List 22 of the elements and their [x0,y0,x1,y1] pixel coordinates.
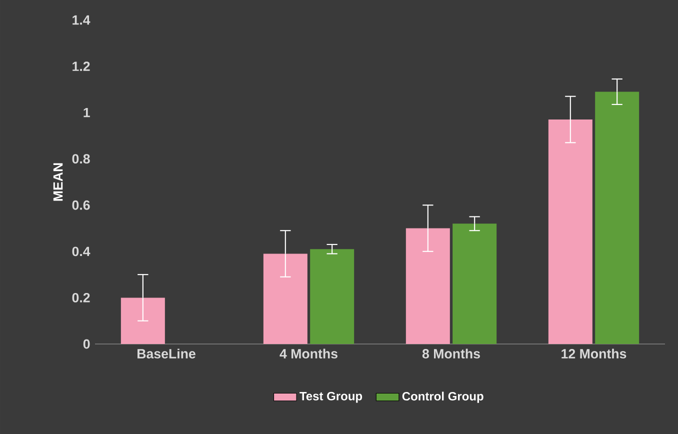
y-tick-label: 1.4 [72,15,90,25]
y-tick-label: 1.2 [72,62,90,71]
x-tick-label: BaseLine [138,348,196,358]
bar [263,254,308,344]
legend-label: Test Group [300,392,362,403]
y-tick-label: 0.4 [72,246,90,256]
bar [406,228,450,344]
x-tick-label: 12 Months [562,348,626,358]
bar [452,224,497,344]
y-tick-label: 0.6 [72,200,90,210]
bar [595,92,640,344]
x-tick-label: 4 Months [280,348,338,358]
y-tick-label: 0.8 [72,154,90,164]
y-tick-label: 0 [83,339,90,349]
bar [548,120,592,344]
y-tick-label: 0.2 [72,292,90,302]
legend-label: Control Group [402,392,484,403]
bar [120,298,165,344]
y-axis-title: MEAN [53,163,63,201]
x-tick-label: 8 Months [422,348,480,358]
y-tick-label: 1 [84,108,90,118]
bar [310,249,354,344]
